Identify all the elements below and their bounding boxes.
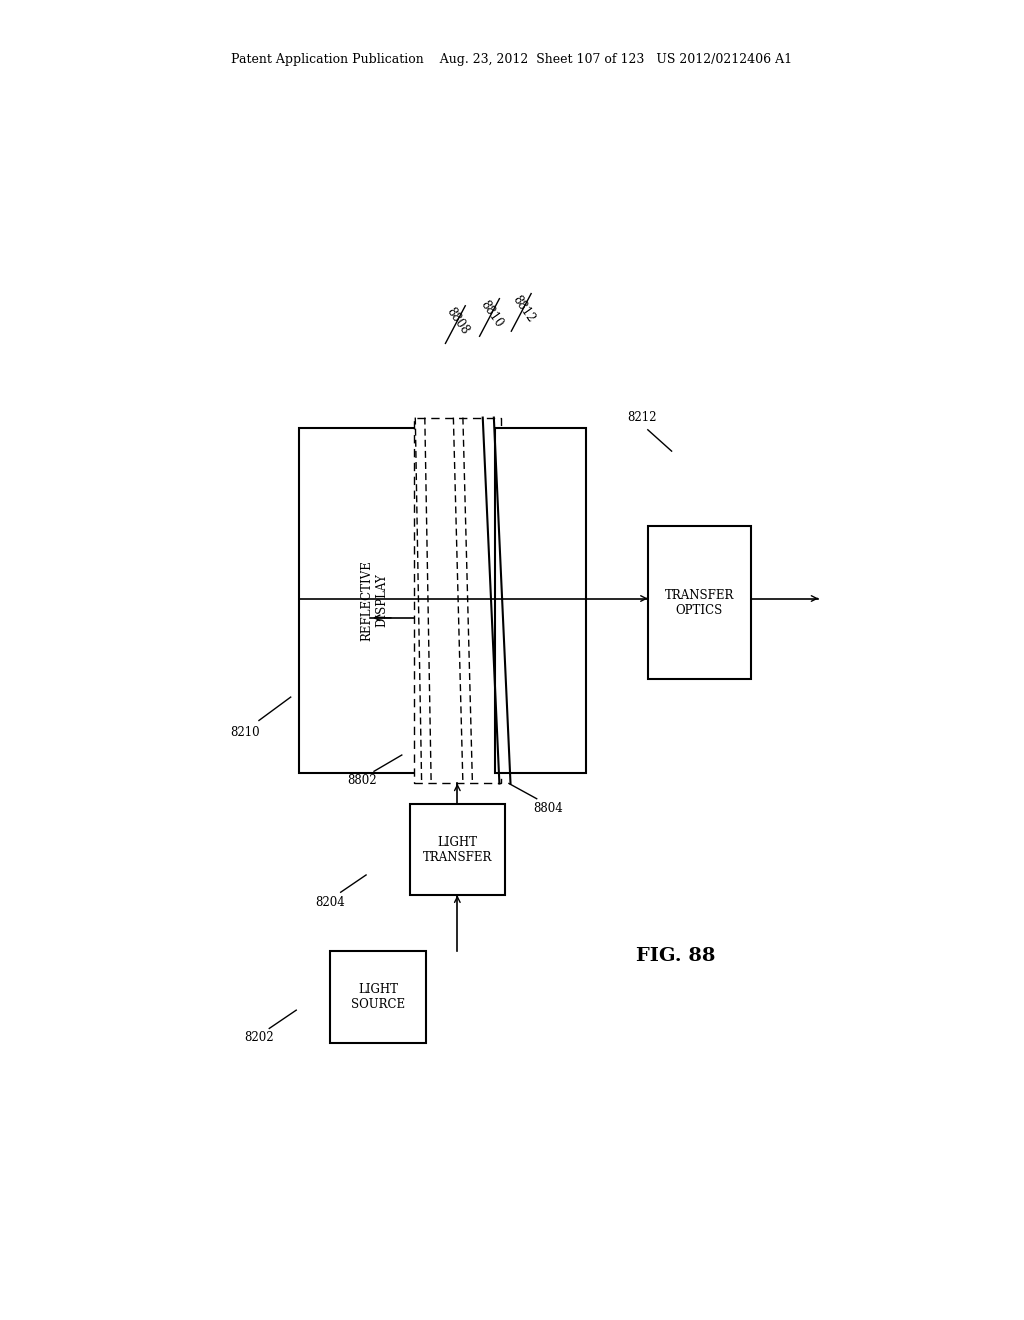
Text: 8202: 8202 — [244, 1031, 273, 1044]
Text: 8212: 8212 — [628, 411, 657, 424]
Text: 8808: 8808 — [443, 305, 471, 337]
Bar — [414, 417, 501, 784]
Text: LIGHT
TRANSFER: LIGHT TRANSFER — [423, 836, 492, 863]
Text: Patent Application Publication    Aug. 23, 2012  Sheet 107 of 123   US 2012/0212: Patent Application Publication Aug. 23, … — [231, 53, 793, 66]
Text: 8204: 8204 — [315, 896, 345, 909]
Text: 8802: 8802 — [347, 774, 377, 787]
Text: 8812: 8812 — [509, 293, 537, 325]
Text: 8810: 8810 — [477, 298, 505, 330]
Text: FIG. 88: FIG. 88 — [636, 948, 716, 965]
Text: 8210: 8210 — [230, 726, 260, 739]
Text: TRANSFER
OPTICS: TRANSFER OPTICS — [665, 589, 734, 616]
Text: LIGHT
SOURCE: LIGHT SOURCE — [351, 983, 406, 1011]
Text: 8804: 8804 — [534, 803, 563, 816]
Bar — [299, 428, 450, 774]
Bar — [648, 527, 751, 678]
Bar — [495, 428, 587, 774]
Bar — [410, 804, 505, 895]
Bar — [331, 952, 426, 1043]
Text: REFLECTIVE
DISPLAY: REFLECTIVE DISPLAY — [360, 560, 388, 642]
